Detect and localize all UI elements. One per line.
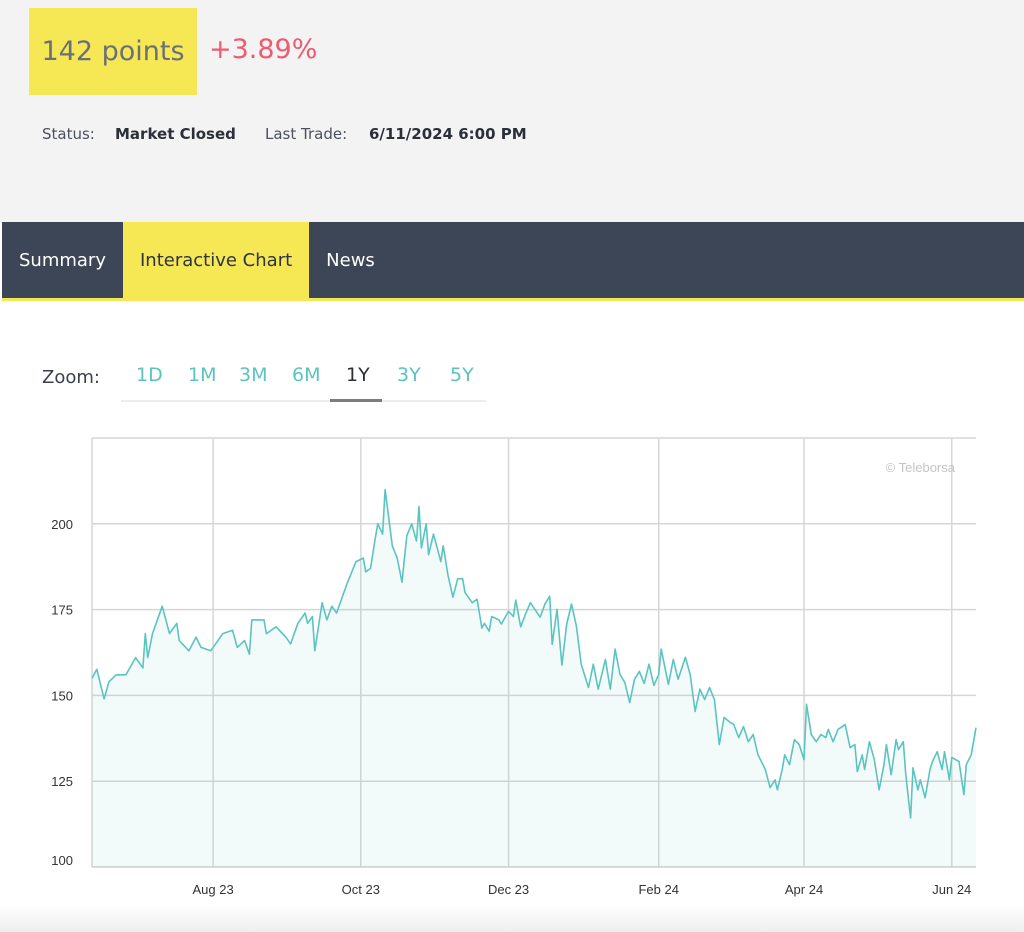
zoom-1m[interactable]: 1M	[188, 364, 217, 386]
status-label: Status:	[42, 125, 95, 143]
series-line	[91, 488, 977, 819]
zoom-selected-indicator	[330, 399, 382, 402]
zoom-5y[interactable]: 5Y	[450, 364, 474, 386]
x-tick-label: Apr 24	[785, 882, 823, 897]
page-bottom	[0, 905, 1024, 932]
zoom-3y[interactable]: 3Y	[397, 364, 421, 386]
series-area	[92, 489, 976, 867]
y-tick-label: 150	[51, 688, 73, 703]
zoom-track	[121, 400, 486, 402]
status-value: Market Closed	[115, 125, 236, 143]
tab-interactive-chart[interactable]: Interactive Chart	[123, 222, 310, 298]
y-tick-label: 125	[51, 774, 73, 789]
y-tick-label: 100	[51, 853, 73, 868]
last-trade-label: Last Trade:	[265, 125, 348, 143]
tab-summary[interactable]: Summary	[19, 249, 106, 271]
zoom-1d[interactable]: 1D	[136, 364, 163, 386]
zoom-3m[interactable]: 3M	[239, 364, 268, 386]
y-tick-label: 175	[51, 603, 73, 618]
price-change: +3.89%	[209, 34, 318, 65]
x-tick-label: Dec 23	[488, 882, 529, 897]
x-tick-label: Oct 23	[342, 882, 380, 897]
zoom-6m[interactable]: 6M	[292, 364, 321, 386]
quote-header: 142 points +3.89% Status: Market Closed …	[0, 0, 1024, 222]
zoom-1y[interactable]: 1Y	[346, 364, 370, 386]
last-trade-value: 6/11/2024 6:00 PM	[369, 125, 527, 143]
x-tick-label: Feb 24	[638, 882, 678, 897]
tab-news[interactable]: News	[326, 249, 375, 271]
y-tick-label: 200	[51, 517, 73, 532]
chart-credit: © Teleborsa	[886, 460, 956, 475]
price-value: 142 points	[29, 8, 197, 95]
x-tick-label: Aug 23	[192, 882, 233, 897]
tab-bar: Summary Interactive Chart News	[2, 222, 1024, 301]
zoom-label: Zoom:	[42, 367, 100, 388]
x-tick-label: Jun 24	[932, 882, 971, 897]
